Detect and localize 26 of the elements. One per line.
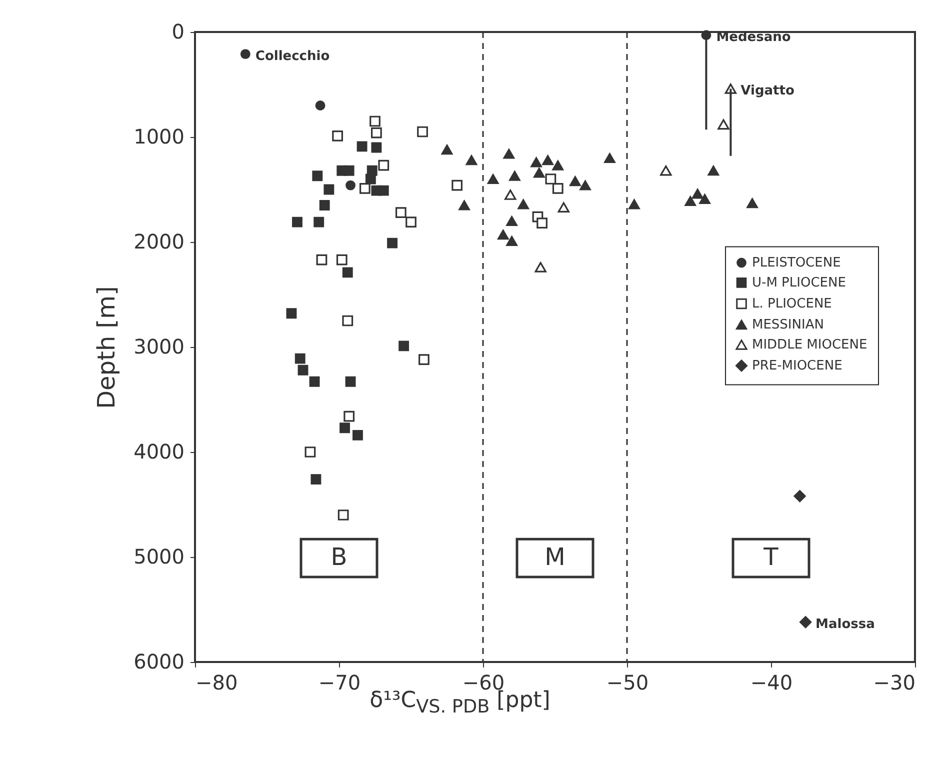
- x-tick-label: −70: [318, 670, 361, 694]
- annotation: Vigatto: [740, 84, 794, 99]
- x-tick-label: −40: [750, 670, 793, 694]
- annotation: M: [544, 543, 566, 572]
- y-tick-label: 1000: [134, 124, 184, 148]
- y-tick-label: 3000: [134, 334, 184, 358]
- annotation: Malossa: [816, 617, 875, 632]
- y-tick-label: 4000: [134, 440, 184, 464]
- y-tick-label: 0: [172, 20, 184, 44]
- y-tick-label: 6000: [134, 650, 184, 674]
- x-tick-label: −50: [606, 670, 649, 694]
- y-axis-title: Depth [m]: [92, 286, 121, 409]
- annotation: Collecchio: [255, 49, 330, 64]
- legend-label: MESSINIAN: [752, 318, 824, 333]
- annotation: Medesano: [716, 30, 791, 46]
- legend-label: L. PLIOCENE: [752, 296, 832, 312]
- x-tick-label: −30: [873, 670, 916, 694]
- y-tick-label: 2000: [134, 230, 184, 254]
- legend-label: PLEISTOCENE: [752, 256, 841, 271]
- x-tick-label: −80: [196, 670, 238, 694]
- legend-label: U-M PLIOCENE: [752, 276, 846, 291]
- y-tick-label: 5000: [134, 544, 184, 568]
- annotation: B: [330, 543, 348, 572]
- legend-label: MIDDLE MIOCENE: [752, 338, 868, 353]
- annotation: T: [762, 543, 779, 572]
- legend-label: PRE-MIOCENE: [752, 358, 842, 374]
